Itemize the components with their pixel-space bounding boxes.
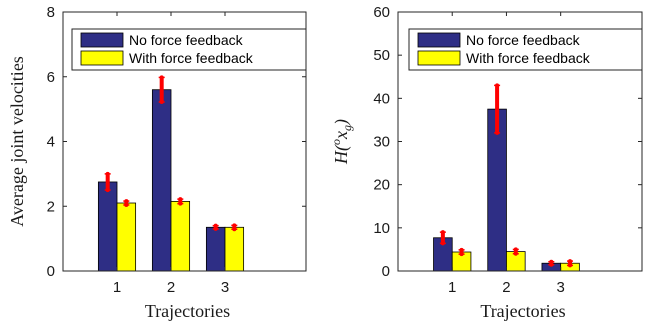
bar-no-feedback-1 [97,181,118,272]
bar-no-feedback-3 [205,226,226,272]
y-tick-label: 40 [373,90,390,107]
legend-swatch-with-feedback [417,50,461,66]
y-axis-label: H(oxg) [329,119,354,165]
y-tick-label: 20 [373,177,390,194]
legend-label-no-feedback: No force feedback [129,32,244,48]
bar-with-feedback-3 [224,226,245,272]
legend-swatch-no-feedback [80,32,124,48]
x-tick-label: 3 [221,279,229,296]
x-tick-label: 1 [448,279,456,296]
x-tick-label: 3 [556,279,564,296]
y-tick-label: 60 [373,4,390,21]
bar-with-feedback-2 [170,200,191,272]
x-tick-label: 1 [113,279,121,296]
y-tick-label: 10 [373,220,390,237]
legend-label-no-feedback: No force feedback [466,32,581,48]
y-tick-label: 50 [373,47,390,64]
y-tick-label: 4 [47,134,55,151]
y-axis-label: Average joint velocities [7,56,27,227]
y-tick-label: 2 [47,198,55,215]
legend-swatch-no-feedback [417,32,461,48]
y-tick-label: 30 [373,134,390,151]
chart-panel-1: 0 2 4 6 8 1 2 3 Trajectories Average joint veloci… [7,4,307,321]
bar-no-feedback-2 [151,89,172,272]
x-axis-label: Trajectories [145,301,230,321]
y-tick-label: 8 [47,4,55,21]
legend: No force feedback With force feedback [408,28,643,71]
y-tick-label: 0 [382,263,390,280]
x-axis-label: Trajectories [480,301,565,321]
bar-with-feedback-1 [116,202,137,272]
y-tick-label: 0 [47,263,55,280]
legend-swatch-with-feedback [80,50,124,66]
y-tick-label: 6 [47,69,55,86]
legend-label-with-feedback: With force feedback [466,50,591,66]
legend-label-with-feedback: With force feedback [129,50,254,66]
x-tick-label: 2 [502,279,510,296]
chart-panel-2: 0 10 20 30 40 50 60 1 2 3 Trajectories H(oxg) No for… [329,4,643,321]
legend: No force feedback With force feedback [71,28,307,71]
x-tick-label: 2 [167,279,175,296]
